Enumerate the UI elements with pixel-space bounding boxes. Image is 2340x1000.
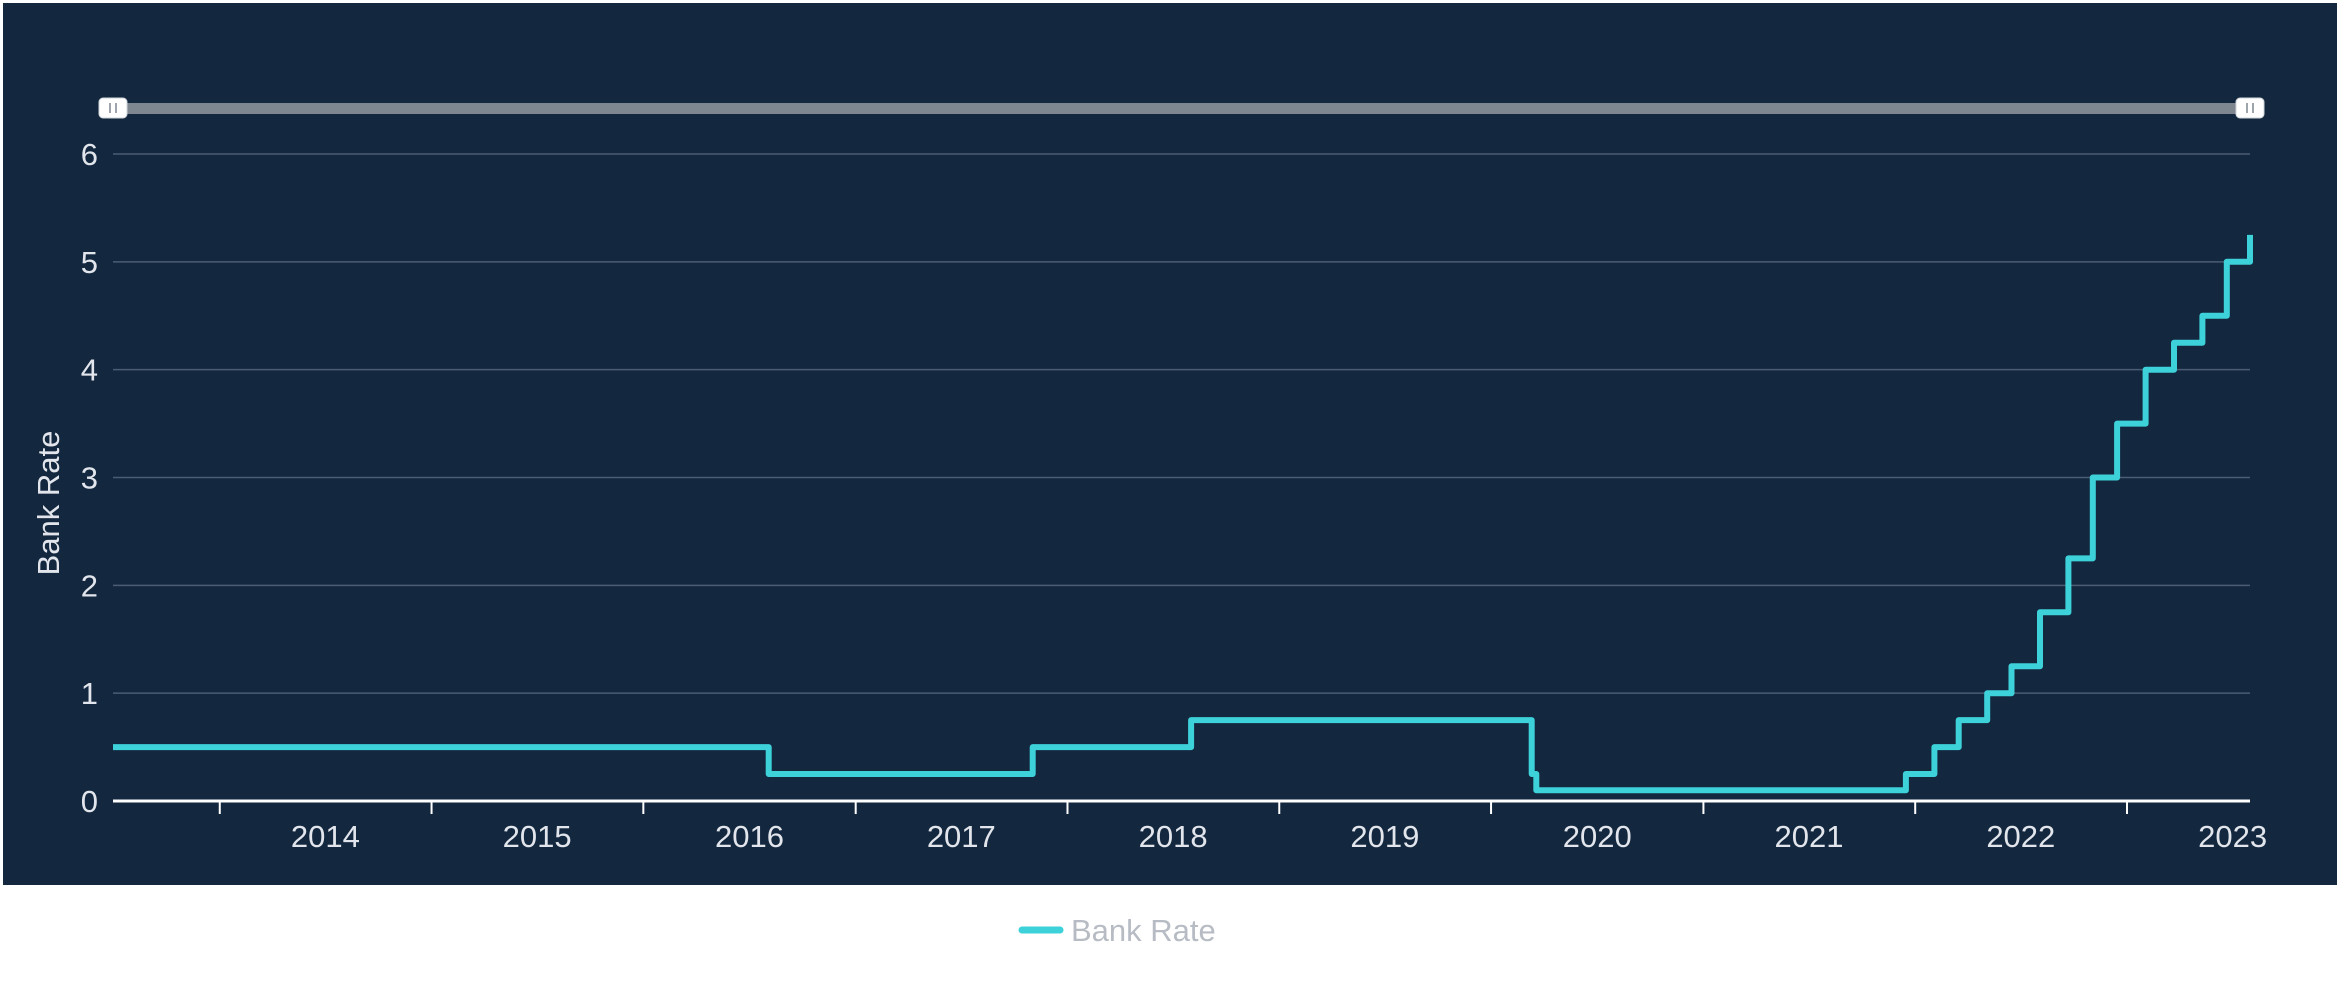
range-handle-left-body[interactable] <box>98 97 128 119</box>
x-tick-label-2022: 2022 <box>1986 819 2055 854</box>
y-tick-label-6: 6 <box>81 137 98 172</box>
y-axis-ticks: 0 1 2 3 4 5 6 <box>81 137 98 819</box>
x-tick-label-2019: 2019 <box>1350 819 1419 854</box>
series-layer <box>113 234 2253 794</box>
x-tick-label-2016: 2016 <box>715 819 784 854</box>
x-tick-label-2023: 2023 <box>2198 819 2267 854</box>
x-tick-label-2021: 2021 <box>1775 819 1844 854</box>
range-handle-right[interactable] <box>2235 97 2265 119</box>
range-selector-track[interactable] <box>113 103 2250 114</box>
x-tick-label-2015: 2015 <box>503 819 572 854</box>
y-tick-label-0: 0 <box>81 784 98 819</box>
chart-panel <box>3 3 2337 885</box>
y-tick-label-3: 3 <box>81 461 98 496</box>
y-tick-label-1: 1 <box>81 676 98 711</box>
range-selector[interactable] <box>98 97 2265 119</box>
x-tick-label-2017: 2017 <box>927 819 996 854</box>
gridlines <box>113 153 2250 694</box>
x-axis: 2014 2015 2016 2017 2018 2019 2020 2021 2022 2023 <box>113 799 2267 854</box>
x-tick-label-2020: 2020 <box>1563 819 1632 854</box>
y-tick-label-5: 5 <box>81 245 98 280</box>
y-tick-label-2: 2 <box>81 568 98 603</box>
range-handle-right-body[interactable] <box>2235 97 2265 119</box>
series-line-bank-rate <box>113 234 2253 794</box>
legend[interactable]: Bank Rate <box>1018 913 1216 948</box>
legend-label-bank-rate[interactable]: Bank Rate <box>1071 913 1216 948</box>
x-tick-label-2014: 2014 <box>291 819 360 854</box>
x-tick-label-2018: 2018 <box>1139 819 1208 854</box>
range-handle-left[interactable] <box>98 97 128 119</box>
y-axis-title: Bank Rate <box>31 431 66 576</box>
y-tick-label-4: 4 <box>81 353 98 388</box>
